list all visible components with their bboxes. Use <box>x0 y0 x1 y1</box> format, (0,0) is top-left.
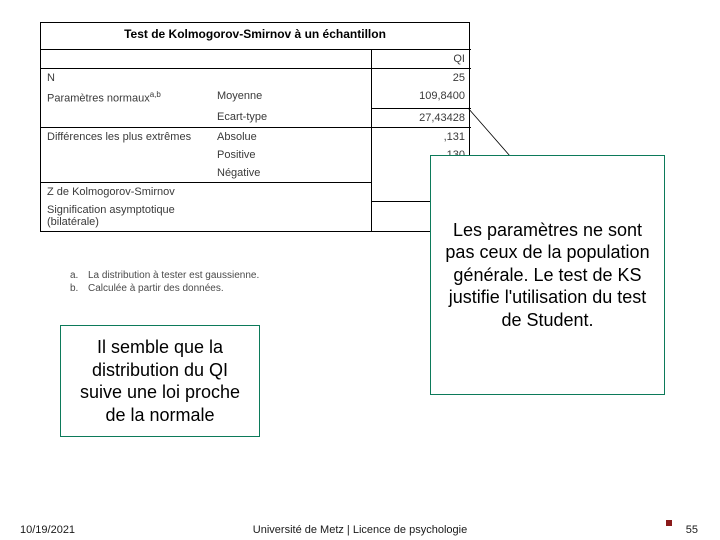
ks-row-sub: Négative <box>211 164 371 182</box>
ks-row-sup: a,b <box>150 90 161 99</box>
ks-row-sub: Moyenne <box>211 87 371 108</box>
ks-row-value: 109,8400 <box>371 87 471 108</box>
ks-note-marker: a. <box>70 270 88 281</box>
ks-note-text: La distribution à tester est gaussienne. <box>88 270 259 281</box>
callout-right: Les paramètres ne sont pas ceux de la po… <box>430 155 665 395</box>
callout-left-text: Il semble que la distribution du QI suiv… <box>80 337 240 425</box>
ks-note-text: Calculée à partir des données. <box>88 283 224 294</box>
ks-row-value: ,131 <box>371 127 471 146</box>
ks-row-sub: Absolue <box>211 127 371 146</box>
ks-table-grid: QI N 25 Paramètres normauxa,b Moyenne 10… <box>41 49 469 231</box>
footer-center: Université de Metz | Licence de psycholo… <box>0 524 720 536</box>
ks-row-label: Signification asymptotique (bilatérale) <box>41 201 211 231</box>
ks-note: b. Calculée à partir des données. <box>70 283 430 294</box>
ks-row-label-text: Paramètres normaux <box>47 93 150 105</box>
ks-header-empty-1 <box>41 49 211 68</box>
ks-row-label: Z de Kolmogorov-Smirnov <box>41 182 211 201</box>
callout-left: Il semble que la distribution du QI suiv… <box>60 325 260 437</box>
ks-table-notes: a. La distribution à tester est gaussien… <box>70 268 430 296</box>
ks-note-marker: b. <box>70 283 88 294</box>
ks-note: a. La distribution à tester est gaussien… <box>70 270 430 281</box>
ks-test-table: Test de Kolmogorov-Smirnov à un échantil… <box>40 22 470 232</box>
ks-row-label: Paramètres normauxa,b <box>41 87 211 108</box>
ks-row-sub <box>211 201 371 231</box>
ks-row-label <box>41 164 211 182</box>
ks-header-empty-2 <box>211 49 371 68</box>
callout-right-text: Les paramètres ne sont pas ceux de la po… <box>441 219 654 332</box>
ks-row-sub <box>211 68 371 87</box>
ks-row-sub <box>211 182 371 201</box>
footer-accent-icon <box>666 520 672 526</box>
ks-row-value: 25 <box>371 68 471 87</box>
footer-page-number: 55 <box>686 524 698 536</box>
ks-row-label: Différences les plus extrêmes <box>41 127 211 146</box>
ks-row-value: 27,43428 <box>371 108 471 127</box>
slide: Test de Kolmogorov-Smirnov à un échantil… <box>0 0 720 540</box>
ks-row-label: N <box>41 68 211 87</box>
ks-row-label <box>41 108 211 127</box>
ks-row-sub: Ecart-type <box>211 108 371 127</box>
ks-col-header: QI <box>371 49 471 68</box>
ks-row-sub: Positive <box>211 146 371 164</box>
ks-row-label <box>41 146 211 164</box>
ks-table-title: Test de Kolmogorov-Smirnov à un échantil… <box>41 23 469 49</box>
